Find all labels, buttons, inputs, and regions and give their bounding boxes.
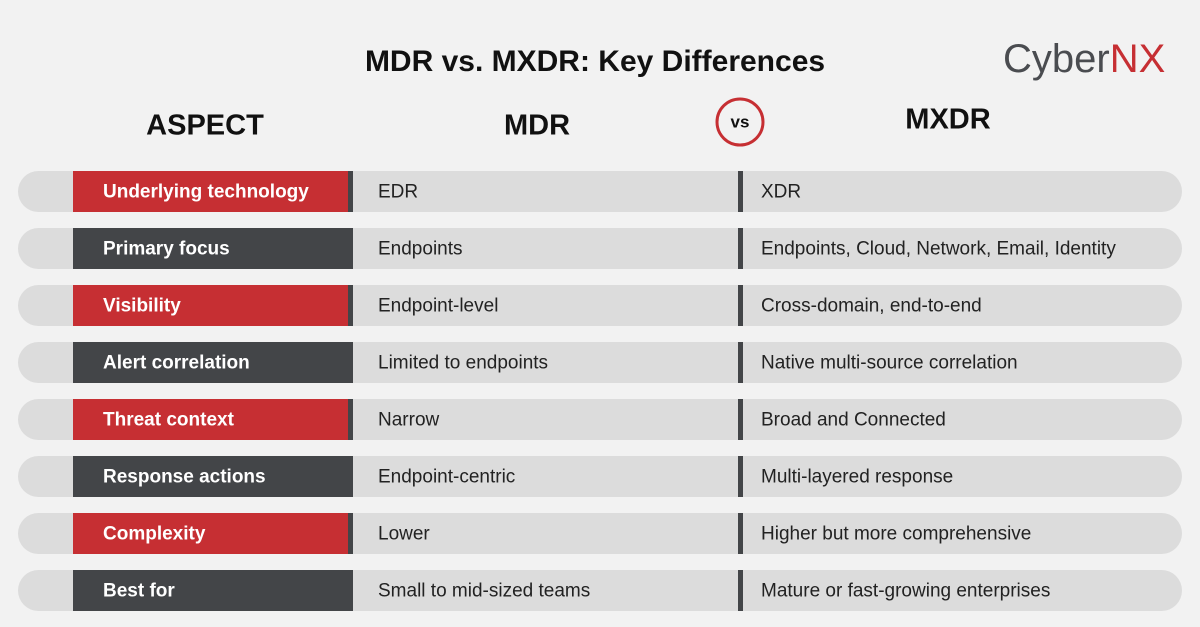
divider (348, 456, 353, 497)
aspect-box (73, 285, 348, 326)
divider (738, 342, 743, 383)
divider (348, 228, 353, 269)
mdr-cell: Small to mid-sized teams (378, 581, 590, 602)
aspect-label: Threat context (103, 410, 235, 431)
divider (738, 171, 743, 212)
aspect-label: Visibility (103, 296, 181, 317)
logo-part: Cyber (1003, 37, 1110, 81)
mdr-cell: EDR (378, 182, 418, 203)
aspect-box (73, 456, 348, 497)
mxdr-cell: Higher but more comprehensive (761, 524, 1031, 545)
column-header: MDR (504, 110, 570, 142)
title: MDR vs. MXDR: Key Differences (365, 45, 825, 78)
aspect-label: Primary focus (103, 239, 230, 260)
divider (738, 456, 743, 497)
aspect-box (73, 399, 348, 440)
aspect-label: Underlying technology (103, 182, 309, 203)
mxdr-cell: Cross-domain, end-to-end (761, 296, 982, 317)
mxdr-cell: Broad and Connected (761, 410, 946, 431)
divider (738, 228, 743, 269)
aspect-box (73, 228, 348, 269)
mxdr-cell: Mature or fast-growing enterprises (761, 581, 1050, 602)
aspect-box (73, 342, 348, 383)
divider (348, 342, 353, 383)
logo: CyberNX (1003, 37, 1165, 81)
aspect-box (73, 570, 348, 611)
divider (738, 399, 743, 440)
divider (738, 513, 743, 554)
vs-label: vs (731, 112, 750, 131)
mdr-cell: Narrow (378, 410, 440, 431)
vs-circle (715, 97, 765, 147)
aspect-box (73, 171, 348, 212)
mdr-cell: Endpoints (378, 239, 463, 260)
mdr-cell: Endpoint-centric (378, 467, 515, 488)
logo-part: NX (1110, 37, 1166, 81)
column-header: ASPECT (146, 110, 264, 142)
aspect-label: Alert correlation (103, 353, 250, 374)
divider (348, 171, 353, 212)
divider (348, 513, 353, 554)
mxdr-cell: Multi-layered response (761, 467, 953, 488)
divider (738, 285, 743, 326)
divider (348, 399, 353, 440)
mdr-cell: Limited to endpoints (378, 353, 548, 374)
column-header: MXDR (905, 104, 990, 136)
mdr-cell: Endpoint-level (378, 296, 498, 317)
mxdr-cell: Native multi-source correlation (761, 353, 1018, 374)
aspect-box (73, 513, 348, 554)
aspect-label: Complexity (103, 524, 206, 545)
divider (348, 285, 353, 326)
mxdr-cell: XDR (761, 182, 801, 203)
divider (348, 570, 353, 611)
rows: Underlying technology EDR XDR Primary focus… (18, 171, 1182, 611)
divider (738, 570, 743, 611)
aspect-label: Response actions (103, 467, 266, 488)
mdr-cell: Lower (378, 524, 430, 545)
aspect-label: Best for (103, 581, 175, 602)
mxdr-cell: Endpoints, Cloud, Network, Email, Identi… (761, 239, 1116, 260)
